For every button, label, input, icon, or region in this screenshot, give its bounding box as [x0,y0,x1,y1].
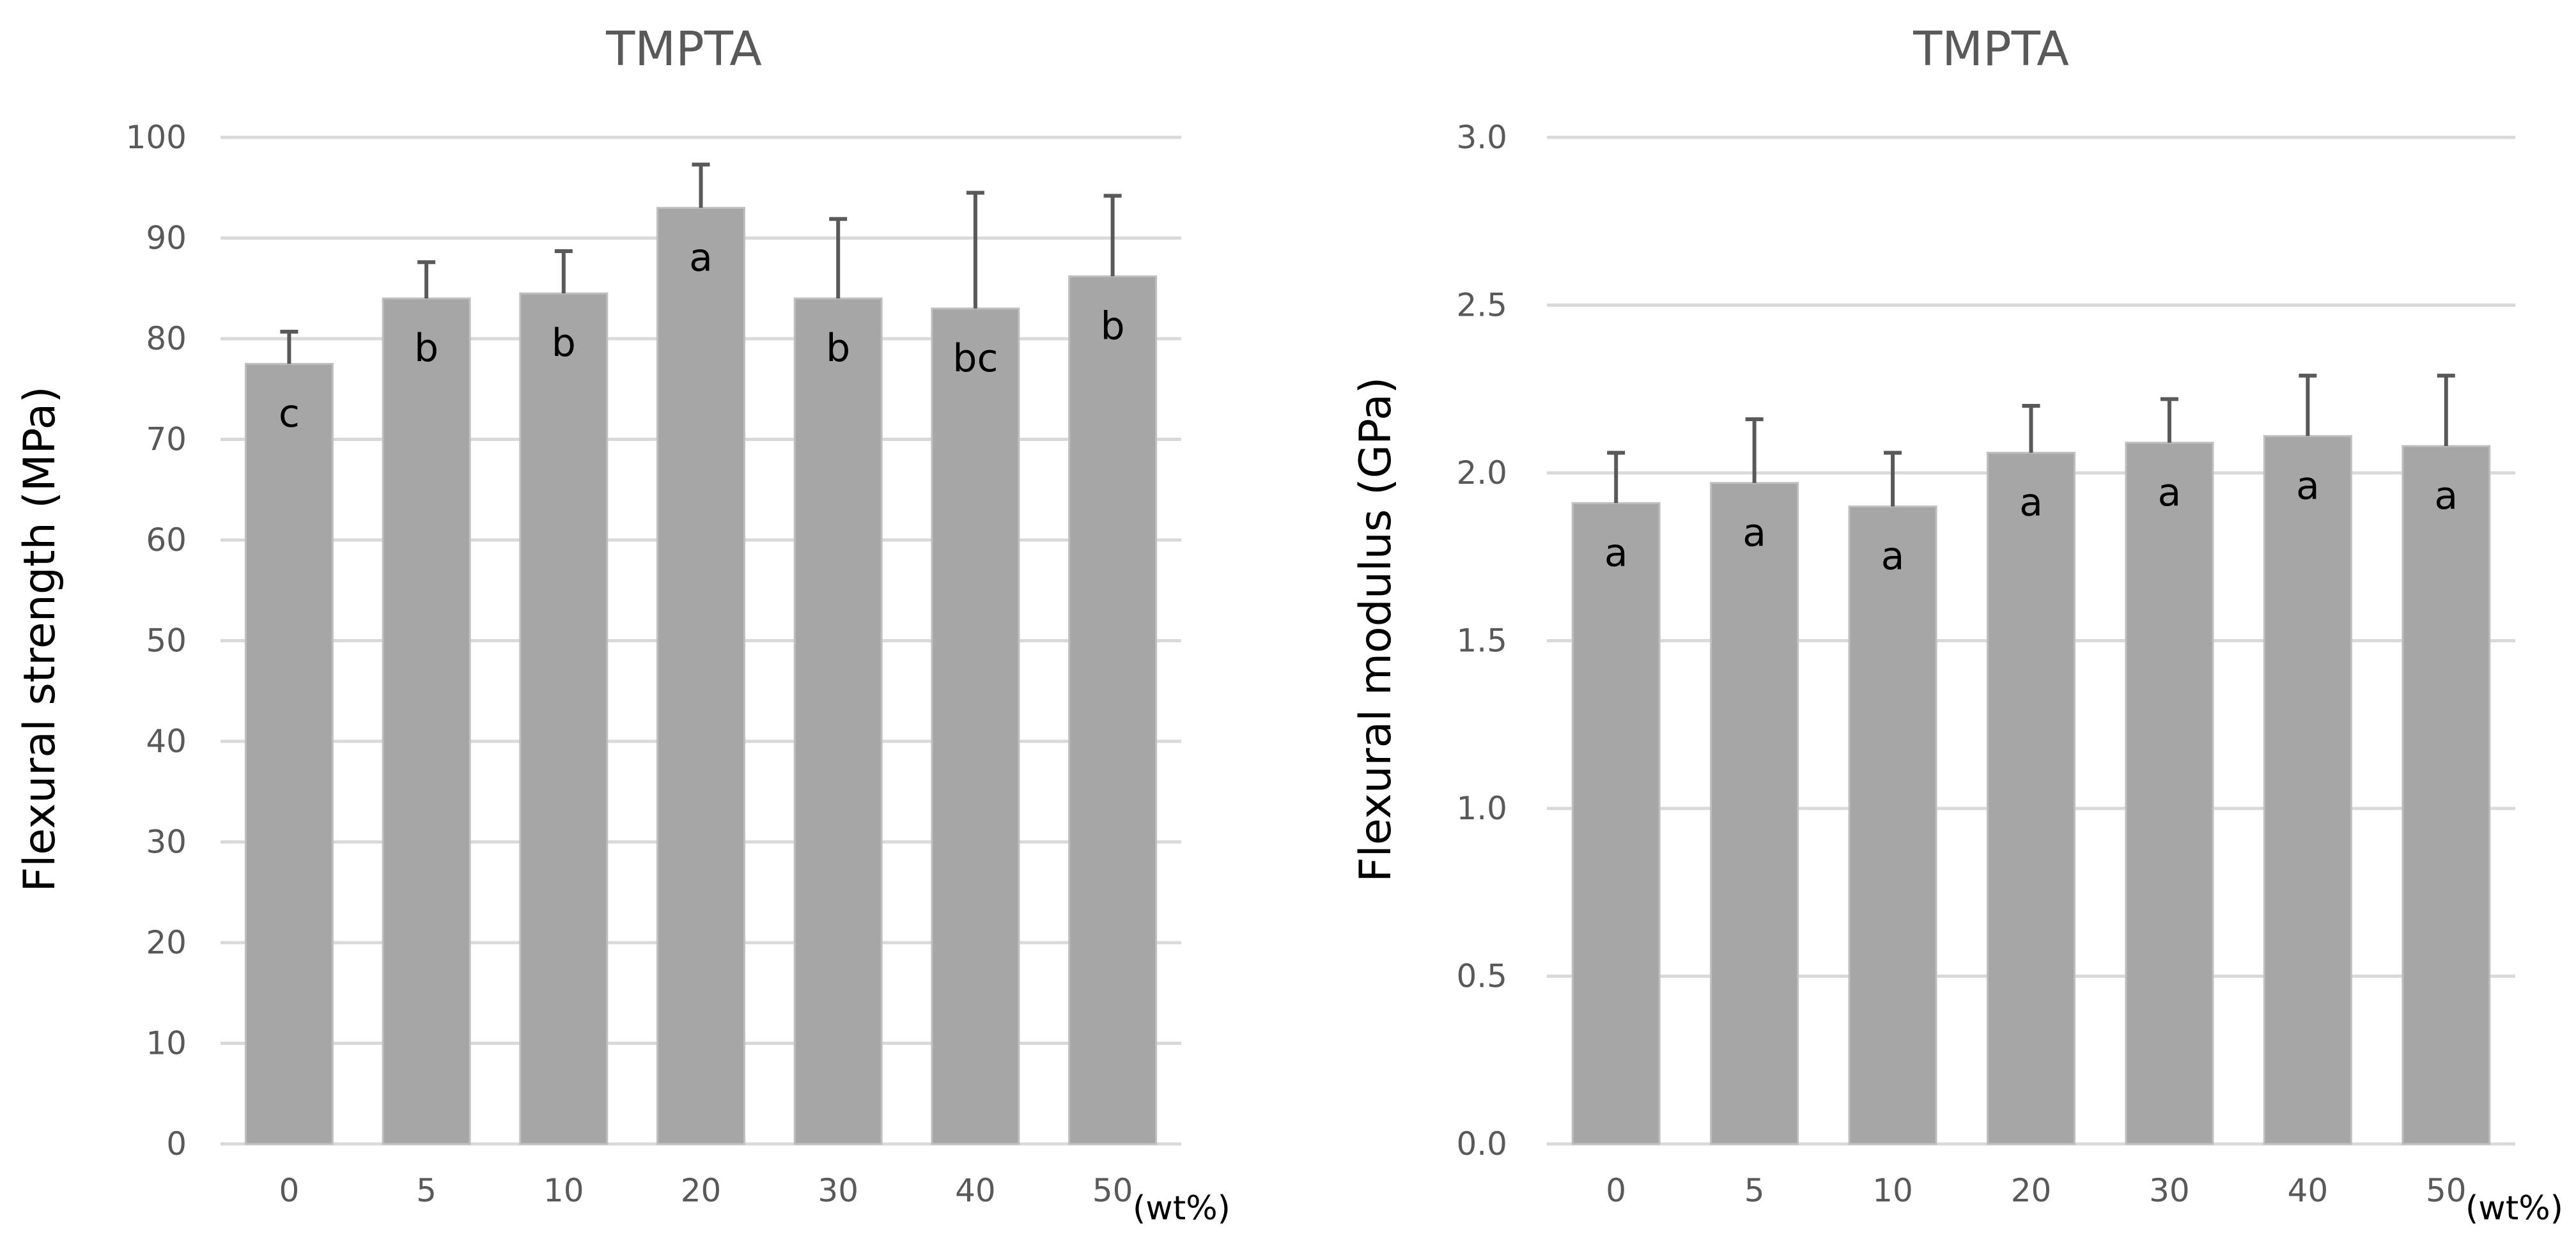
x-tick-label: 30 [2149,1172,2190,1209]
y-tick-label: 80 [146,320,187,357]
x-tick-label: 50 [1092,1172,1133,1209]
significance-label: a [2434,474,2458,518]
x-tick-label: 10 [543,1172,584,1209]
x-tick-labels: 0 5 10 20 30 40 50 [1606,1172,2466,1209]
error-bars [280,162,1122,364]
x-tick-label: 0 [279,1172,299,1209]
y-tick-label: 0.5 [1456,958,1507,995]
flexural-strength-chart: TMPTA Flexural strength (MPa) (wt%) 0 10 2… [15,22,1230,1228]
x-tick-label: 30 [818,1172,858,1209]
y-tick-label: 2.0 [1456,454,1507,491]
bar [1848,506,1937,1145]
significance-label: c [279,391,300,436]
y-tick-label: 60 [146,521,187,559]
y-tick-label: 50 [146,622,187,660]
significance-label: a [2296,463,2320,508]
bar [382,297,471,1145]
x-tick-label: 0 [1606,1172,1626,1209]
significance-label: b [414,326,438,371]
y-tick-labels: 0 10 20 30 40 50 60 70 80 90 100 [126,119,187,1162]
y-tick-label: 100 [126,119,187,156]
x-unit-label: (wt%) [1133,1189,1230,1228]
chart-title: TMPTA [1913,22,2069,77]
y-tick-label: 40 [146,723,187,760]
y-tick-label: 3.0 [1456,119,1507,156]
significance-label: a [2019,481,2043,525]
x-tick-label: 5 [416,1172,437,1209]
y-tick-label: 2.5 [1456,287,1507,324]
error-bars [1607,373,2455,507]
y-tick-label: 1.5 [1456,622,1507,660]
y-tick-label: 20 [146,924,187,961]
x-tick-label: 40 [2288,1172,2329,1209]
significance-labels: a a a a a a a [1604,463,2458,578]
significance-label: b [1101,304,1125,348]
bar [2263,435,2352,1145]
y-tick-label: 70 [146,421,187,458]
significance-label: b [826,326,850,371]
x-tick-label: 5 [1744,1172,1765,1209]
y-axis-title: Flexural strength (MPa) [15,386,65,892]
bar [1987,452,2076,1145]
y-tick-label: 0.0 [1456,1125,1507,1162]
x-unit-label: (wt%) [2465,1189,2563,1228]
significance-label: a [2158,470,2182,515]
significance-label: bc [952,336,998,381]
flexural-modulus-chart: TMPTA Flexural modulus (GPa) (wt%) 0.00.… [1351,22,2563,1228]
bar [1710,482,1799,1145]
bar [2401,445,2491,1145]
bar [1068,275,1158,1145]
significance-label: a [1742,511,1766,555]
x-tick-label: 50 [2426,1172,2467,1209]
bar [656,206,745,1145]
bar [519,292,609,1145]
y-tick-label: 30 [146,824,187,861]
chart-title: TMPTA [605,22,762,77]
bars [244,206,1158,1145]
bar [244,362,334,1145]
y-tick-label: 1.0 [1456,790,1507,827]
significance-label: a [1881,534,1905,579]
x-tick-label: 20 [2011,1172,2052,1209]
significance-label: b [552,321,576,366]
significance-labels: c b b a b bc b [279,235,1125,436]
x-tick-label: 40 [955,1172,996,1209]
bar [793,297,883,1145]
bars [1571,435,2491,1145]
y-tick-label: 90 [146,220,187,257]
bar [931,307,1020,1145]
y-tick-labels: 0.0 0.5 1.0 1.5 2.0 2.5 3.0 [1456,119,1507,1162]
y-tick-label: 10 [146,1025,187,1062]
significance-label: a [689,235,713,280]
significance-label: a [1604,530,1628,575]
y-axis-title: Flexural modulus (GPa) [1351,377,1401,883]
y-tick-label: 0 [166,1125,187,1162]
x-tick-labels: 0 5 10 20 30 40 50 [279,1172,1133,1209]
x-tick-label: 10 [1872,1172,1913,1209]
x-tick-label: 20 [681,1172,722,1209]
bar [1571,502,1661,1145]
bar [2125,442,2214,1145]
